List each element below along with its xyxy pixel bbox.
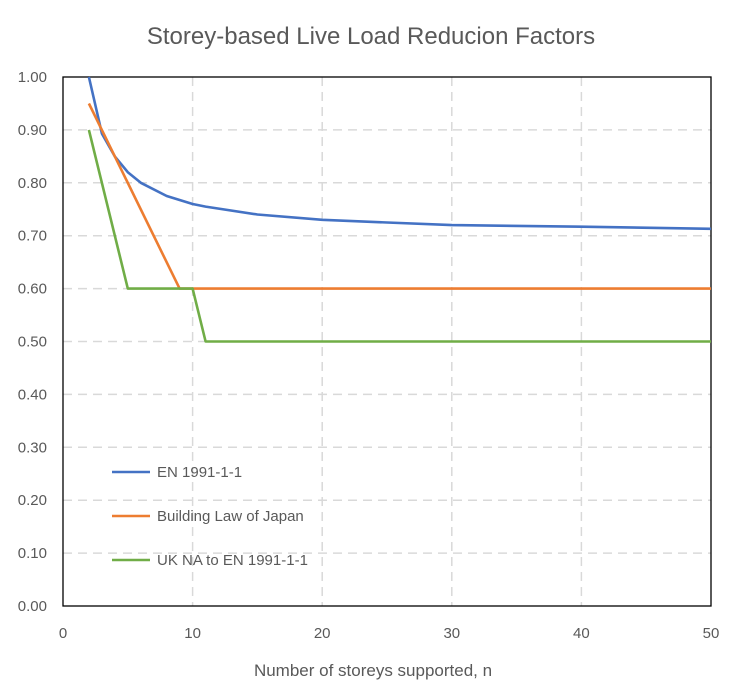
x-tick-label: 30 bbox=[443, 625, 460, 642]
x-tick-label: 40 bbox=[573, 625, 590, 642]
x-axis-label: Number of storeys supported, n bbox=[254, 661, 492, 680]
y-tick-label: 0.10 bbox=[18, 545, 47, 562]
x-tick-label: 0 bbox=[59, 625, 67, 642]
chart-title: Storey-based Live Load Reducion Factors bbox=[147, 23, 595, 50]
legend: EN 1991-1-1 Building Law of Japan UK NA to… bbox=[112, 464, 308, 569]
series-line-2 bbox=[87, 102, 711, 290]
y-tick-label: 0.20 bbox=[18, 492, 47, 509]
y-tick-label: 0.70 bbox=[18, 228, 47, 245]
y-tick-label: 0.80 bbox=[18, 175, 47, 192]
x-tick-label: 20 bbox=[314, 625, 331, 642]
x-tick-label: 10 bbox=[184, 625, 201, 642]
x-tick-label: 50 bbox=[703, 625, 720, 642]
legend-label: Building Law of Japan bbox=[157, 508, 304, 525]
y-tick-label: 0.40 bbox=[18, 386, 47, 403]
series-line-1 bbox=[87, 76, 712, 231]
y-tick-label: 1.00 bbox=[18, 69, 47, 86]
legend-label: EN 1991-1-1 bbox=[157, 464, 242, 481]
y-axis-ticks: 0.00 0.10 0.20 0.30 0.40 0.50 0.60 0.70 0.80 0.90… bbox=[18, 69, 47, 615]
y-tick-label: 0.30 bbox=[18, 439, 47, 456]
y-tick-label: 0.50 bbox=[18, 334, 47, 351]
y-tick-label: 0.00 bbox=[18, 598, 47, 615]
y-tick-label: 0.90 bbox=[18, 122, 47, 139]
x-axis-ticks: 0 10 20 30 40 50 bbox=[59, 625, 720, 642]
y-tick-label: 0.60 bbox=[18, 281, 47, 298]
series-line-3 bbox=[87, 129, 711, 343]
series-lines bbox=[87, 76, 712, 343]
legend-label: UK NA to EN 1991-1-1 bbox=[157, 552, 308, 569]
